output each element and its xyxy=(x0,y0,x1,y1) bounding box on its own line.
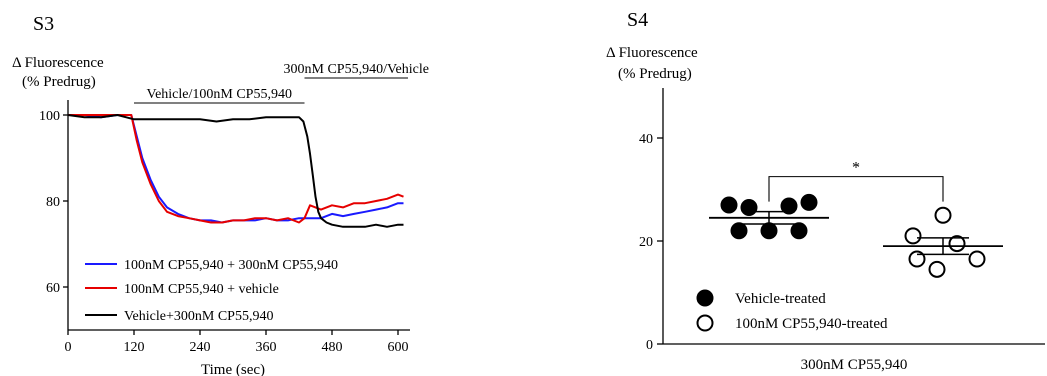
s4-significance-bracket xyxy=(768,176,944,202)
s4-point-group1 xyxy=(928,260,946,278)
s3-legend: 100nM CP55,940 + 300nM CP55,940 100nM CP5… xyxy=(85,258,338,324)
s3-ylabel-line1: Δ Fluorescence xyxy=(12,55,104,71)
s4-significance-star: * xyxy=(852,160,860,177)
s3-ytick-label: 60 xyxy=(46,281,60,296)
s3-xtick-label: 600 xyxy=(388,340,409,355)
s3-series-line-0 xyxy=(68,114,404,224)
panel-s4-label: S4 xyxy=(627,9,648,31)
s4-groups xyxy=(709,193,1003,278)
s3-series-line-2 xyxy=(67,114,404,228)
s4-legend: Vehicle-treated 100nM CP55,940-treated xyxy=(696,289,888,332)
s3-legend-label-1: 100nM CP55,940 + vehicle xyxy=(124,282,279,297)
s3-xlabel: Time (sec) xyxy=(201,362,265,376)
s4-point-group0 xyxy=(740,199,758,217)
s4-point-group0 xyxy=(780,197,798,215)
s4-y-ticks: 0 20 40 xyxy=(639,132,663,353)
s3-xtick-label: 120 xyxy=(124,340,145,355)
s3-ylabel-line2: (% Predrug) xyxy=(22,74,96,90)
s4-legend-marker-1 xyxy=(696,314,714,332)
s4-ylabel-line1: Δ Fluorescence xyxy=(606,45,698,61)
s4-ytick-label: 20 xyxy=(639,235,653,250)
s3-annotation-label: Vehicle/100nM CP55,940 xyxy=(147,87,292,102)
s3-x-ticks: 0 120 240 360 480 600 xyxy=(65,330,409,355)
s4-point-group0 xyxy=(800,193,818,211)
s4-point-group1 xyxy=(968,250,986,268)
s4-point-group0 xyxy=(720,196,738,214)
s3-annotations: Vehicle/100nM CP55,940 300nM CP55,940/Veh… xyxy=(134,62,429,104)
s3-series-lines xyxy=(67,114,404,228)
s4-xlabel: 300nM CP55,940 xyxy=(801,357,908,373)
s3-series-line-1 xyxy=(68,114,404,224)
s4-point-group1 xyxy=(934,206,952,224)
s4-point-group0 xyxy=(760,222,778,240)
panel-s3-label: S3 xyxy=(33,13,54,35)
s3-xtick-label: 240 xyxy=(190,340,211,355)
s3-xtick-label: 360 xyxy=(256,340,277,355)
s4-point-group1 xyxy=(948,235,966,253)
s4-legend-marker-0 xyxy=(696,289,714,307)
s4-point-group1 xyxy=(904,227,922,245)
s4-point-group1 xyxy=(908,250,926,268)
s4-significance: * xyxy=(768,160,944,202)
s3-xtick-label: 480 xyxy=(322,340,343,355)
s4-point-group0 xyxy=(730,222,748,240)
panel-s3: S3 Δ Fluorescence (% Predrug) 60 80 100 0 1… xyxy=(12,13,429,376)
s3-ytick-label: 80 xyxy=(46,195,60,210)
s4-ytick-label: 0 xyxy=(646,338,653,353)
s3-legend-label-2: Vehicle+300nM CP55,940 xyxy=(124,309,273,324)
s4-legend-label-0: Vehicle-treated xyxy=(735,291,826,307)
s4-ytick-label: 40 xyxy=(639,132,653,147)
s3-xtick-label: 0 xyxy=(65,340,72,355)
s4-legend-label-1: 100nM CP55,940-treated xyxy=(735,316,888,332)
s4-point-group0 xyxy=(790,222,808,240)
s3-ytick-label: 100 xyxy=(39,109,60,124)
s4-ylabel-line2: (% Predrug) xyxy=(618,66,692,82)
panel-s4: S4 Δ Fluorescence (% Predrug) 0 20 40 300n… xyxy=(606,9,1045,373)
s3-annotation-label: 300nM CP55,940/Vehicle xyxy=(284,62,429,77)
s3-legend-label-0: 100nM CP55,940 + 300nM CP55,940 xyxy=(124,258,338,273)
s3-y-ticks: 60 80 100 xyxy=(39,109,68,296)
